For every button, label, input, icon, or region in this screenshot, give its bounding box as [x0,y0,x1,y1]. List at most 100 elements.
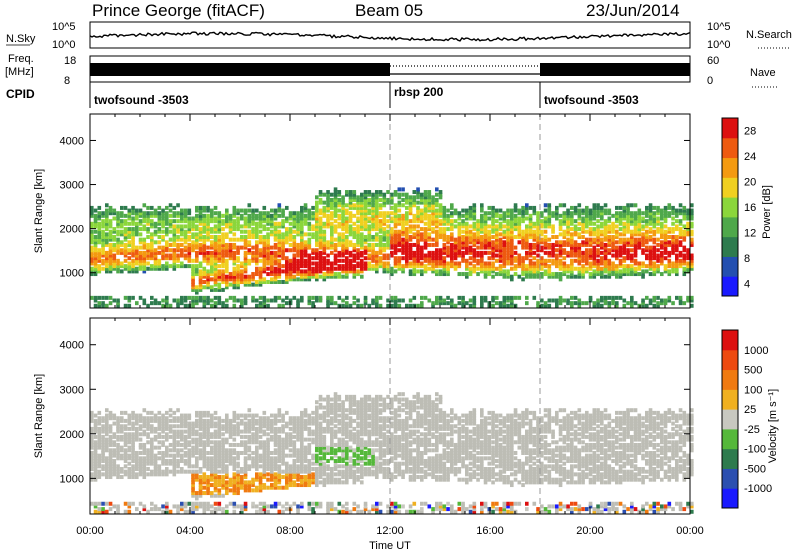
power-cell [686,216,690,221]
power-cell [675,211,679,216]
power-cell [435,272,439,277]
power-cell [517,235,522,240]
power-cell [176,211,180,216]
power-cell [105,266,109,271]
power-cell [90,213,94,218]
power-cell [161,219,165,224]
power-cell [356,264,360,269]
velocity-cell [213,432,218,437]
power-cell [236,250,240,255]
power-cell [288,258,293,263]
power-cell [570,240,574,245]
power-cell [420,213,424,218]
velocity-cell [210,421,214,426]
power-cell [416,208,420,213]
velocity-cell [187,434,192,439]
velocity-cell [172,434,177,439]
velocity-cell [281,475,285,480]
power-cell [116,245,120,250]
power-cell [105,211,109,216]
power-cell [371,195,375,200]
power-cell [446,253,450,258]
power-cell [123,213,128,218]
power-cell [345,258,349,263]
power-cell [172,224,177,229]
power-cell [161,221,165,226]
power-cell [228,227,233,232]
power-cell [318,269,323,274]
velocity-cell [108,416,113,421]
velocity-cell [258,488,263,493]
power-cell [592,258,597,263]
power-cell [596,242,600,247]
velocity-cell [210,413,214,418]
power-cell [637,221,642,226]
power-cell [307,298,312,303]
power-cell [116,301,120,306]
power-cell [401,216,405,221]
power-cell [255,258,259,263]
power-cell [427,221,432,226]
power-cell [630,266,634,271]
power-cell [596,258,600,263]
power-cell [622,264,627,269]
power-cell [273,274,278,279]
power-cell [285,248,289,253]
power-cell [90,208,94,213]
velocity-cell [243,448,248,453]
power-cell [150,221,154,226]
velocity-cell [101,424,105,429]
power-cell [195,205,199,210]
power-cell [528,224,533,229]
velocity-cell [277,509,282,514]
power-cell [266,221,270,226]
power-cell [247,277,252,282]
power-cell [360,208,364,213]
power-cell [675,224,679,229]
power-cell [277,253,282,258]
power-cell [273,211,278,216]
power-cell [592,250,597,255]
velocity-cell [146,424,150,429]
power-cell [592,208,597,213]
velocity-cell [277,464,282,469]
power-cell [285,232,289,237]
power-cell [510,221,514,226]
power-cell [461,219,465,224]
power-cell [566,216,570,221]
power-cell [262,216,267,221]
power-cell [165,211,169,216]
power-cell [225,219,229,224]
power-cell [483,274,488,279]
power-cell [187,245,192,250]
power-cell [596,269,600,274]
velocity-cell [120,437,124,442]
power-cell [678,242,683,247]
power-cell [663,219,668,224]
velocity-cell [161,504,165,509]
power-cell [247,229,252,234]
power-cell [558,274,563,279]
power-cell [547,253,552,258]
power-cell [438,248,443,253]
power-cell [266,250,270,255]
power-cell [603,221,608,226]
power-cell [225,277,229,282]
power-cell [375,235,379,240]
power-cell [195,213,199,218]
power-cell [202,235,207,240]
power-cell [525,264,529,269]
power-cell [243,219,248,224]
power-cell [221,256,225,261]
power-cell [360,221,364,226]
power-cell [465,221,469,226]
power-cell [562,221,567,226]
power-cell [528,258,533,263]
velocity-cell [105,467,109,472]
power-cell [202,285,207,290]
power-cell [633,258,638,263]
power-cell [423,229,428,234]
power-cell [528,213,533,218]
power-cell [191,301,195,306]
power-cell [536,237,540,242]
